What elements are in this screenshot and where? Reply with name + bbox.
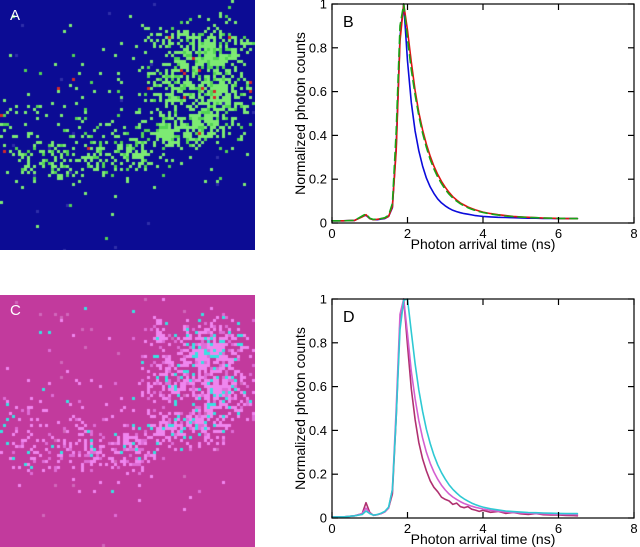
- y-axis-label: Normalized photon counts: [295, 32, 308, 195]
- x-axis-label: Photon arrival time (ns): [411, 531, 556, 547]
- panel-d-label: D: [343, 309, 355, 326]
- x-tick-label: 6: [555, 226, 562, 241]
- x-tick-label: 8: [630, 226, 637, 241]
- y-tick-label: 0.4: [309, 128, 327, 143]
- series-cyan-decay: [331, 298, 579, 518]
- panel-a-label: A: [10, 7, 21, 24]
- x-tick-label: 0: [328, 521, 335, 536]
- panel-c-flim-image: [0, 295, 255, 547]
- y-tick-label: 0.2: [309, 467, 327, 482]
- x-axis-label: Photon arrival time (ns): [411, 236, 556, 252]
- y-tick-label: 0.6: [309, 379, 327, 394]
- y-tick-label: 0.2: [309, 172, 327, 187]
- x-tick-label: 8: [630, 521, 637, 536]
- y-tick-label: 0: [320, 216, 327, 231]
- x-tick-label: 6: [555, 521, 562, 536]
- panel-d-chart: 0 2 4 6 8 0 0.2 0.4 0.6 0.8 1 Photon arrival time (…: [292, 292, 640, 547]
- y-tick-label: 0: [320, 511, 327, 526]
- y-tick-label: 0.8: [309, 335, 327, 350]
- y-tick-label: 1: [320, 295, 327, 307]
- panel-c-label: C: [10, 302, 22, 319]
- x-tick-label: 4: [479, 521, 486, 536]
- x-tick-label: 2: [404, 521, 411, 536]
- panel-b-label: B: [343, 14, 354, 31]
- panel-a-flim-image: [0, 0, 255, 250]
- panel-b-chart: 0 2 4 6 8 0 0.2 0.4 0.6 0.8 1 Photon arrival time (…: [292, 0, 640, 252]
- chart-B-svg: 0 2 4 6 8 0 0.2 0.4 0.6 0.8 1 Photon arrival time (…: [292, 0, 638, 252]
- chart-D-svg: 0 2 4 6 8 0 0.2 0.4 0.6 0.8 1 Photon arrival time (…: [292, 292, 638, 547]
- panel-c: C: [0, 295, 255, 547]
- plot-area: [332, 299, 634, 518]
- plot-area: [332, 4, 634, 223]
- x-tick-label: 2: [404, 226, 411, 241]
- y-tick-label: 0.8: [309, 40, 327, 55]
- series-green-decay: [331, 3, 579, 222]
- panel-a: A: [0, 0, 255, 250]
- x-tick-label: 0: [328, 226, 335, 241]
- y-tick-label: 1: [320, 0, 327, 12]
- y-axis-label: Normalized photon counts: [295, 327, 308, 490]
- x-tick-label: 4: [479, 226, 486, 241]
- y-tick-label: 0.6: [309, 84, 327, 99]
- y-tick-label: 0.4: [309, 423, 327, 438]
